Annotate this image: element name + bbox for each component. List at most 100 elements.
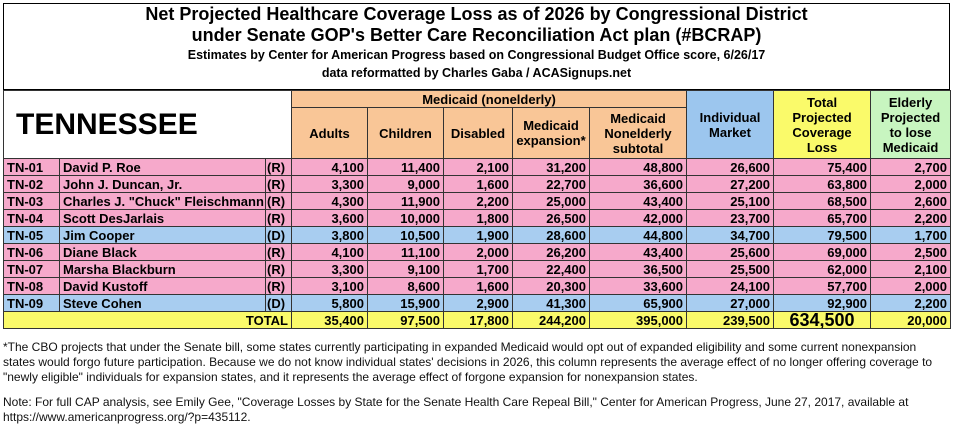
value: 43,400 — [588, 243, 688, 261]
party: (R) — [265, 260, 292, 278]
value: 2,000 — [870, 175, 952, 193]
value: 65,700 — [773, 209, 872, 227]
value: 3,800 — [291, 226, 368, 244]
coverage-table: TENNESSEE Medicaid (nonelderly) Individual… — [3, 90, 952, 329]
district: TN-02 — [3, 175, 60, 193]
value: 4,100 — [291, 158, 368, 176]
total-row: TOTAL 35,400 97,500 17,800 244,200 395,000 239… — [3, 311, 952, 329]
value: 8,600 — [367, 277, 444, 295]
column-header: Medicaid expansion* — [512, 107, 590, 159]
value: 31,200 — [512, 158, 590, 176]
party: (R) — [265, 158, 292, 176]
value: 2,000 — [870, 277, 952, 295]
value: 2,200 — [870, 294, 952, 312]
value: 9,100 — [367, 260, 444, 278]
value: 4,100 — [291, 243, 368, 261]
value: 2,200 — [870, 209, 952, 227]
value: 36,500 — [588, 260, 688, 278]
value: 41,300 — [512, 294, 590, 312]
total-value: 634,500 — [773, 311, 872, 329]
total-value: 97,500 — [367, 311, 444, 329]
representative: Charles J. "Chuck" Fleischmann — [59, 192, 266, 210]
representative: Steve Cohen — [59, 294, 266, 312]
value: 57,700 — [773, 277, 872, 295]
party: (R) — [265, 175, 292, 193]
district: TN-08 — [3, 277, 60, 295]
value: 2,000 — [443, 243, 513, 261]
total-value: 395,000 — [588, 311, 688, 329]
value: 2,700 — [870, 158, 952, 176]
party: (D) — [265, 226, 292, 244]
district: TN-07 — [3, 260, 60, 278]
representative: Scott DesJarlais — [59, 209, 266, 227]
value: 48,800 — [588, 158, 688, 176]
header-row: TENNESSEE Medicaid (nonelderly) Individual… — [3, 90, 952, 159]
district-row: TN-04 Scott DesJarlais (R) 3,600 10,000 1,800… — [3, 209, 952, 227]
title-line: Net Projected Healthcare Coverage Loss a… — [145, 4, 808, 24]
value: 2,900 — [443, 294, 513, 312]
value: 42,000 — [588, 209, 688, 227]
value: 3,300 — [291, 175, 368, 193]
value: 10,500 — [367, 226, 444, 244]
total-value: 20,000 — [870, 311, 952, 329]
group-header: Medicaid (nonelderly) — [290, 90, 688, 108]
value: 2,200 — [443, 192, 513, 210]
value: 26,600 — [686, 158, 775, 176]
value: 92,900 — [773, 294, 872, 312]
value: 2,500 — [870, 243, 952, 261]
value: 3,100 — [291, 277, 368, 295]
value: 69,000 — [773, 243, 872, 261]
value: 2,600 — [870, 192, 952, 210]
value: 28,600 — [512, 226, 590, 244]
notes: *The CBO projects that under the Senate … — [3, 340, 948, 435]
state-name: TENNESSEE — [3, 90, 292, 159]
value: 34,700 — [686, 226, 775, 244]
note: Note: For full CAP analysis, see Emily G… — [3, 395, 909, 424]
value: 1,700 — [443, 260, 513, 278]
value: 1,800 — [443, 209, 513, 227]
value: 11,900 — [367, 192, 444, 210]
column-header: Total Projected Coverage Loss — [773, 90, 872, 159]
district-row: TN-07 Marsha Blackburn (R) 3,300 9,100 1,700 2… — [3, 260, 952, 278]
value: 62,000 — [773, 260, 872, 278]
value: 27,000 — [686, 294, 775, 312]
value: 25,500 — [686, 260, 775, 278]
value: 65,900 — [588, 294, 688, 312]
value: 27,200 — [686, 175, 775, 193]
total-value: 17,800 — [443, 311, 513, 329]
value: 15,900 — [367, 294, 444, 312]
credit: data reformatted by Charles Gaba / ACASi… — [321, 66, 632, 80]
value: 43,400 — [588, 192, 688, 210]
subtitle: Estimates by Center for American Progres… — [187, 48, 766, 62]
header-row: Adults Children Disabled Medicaid expansion… — [4, 107, 951, 159]
representative: David P. Roe — [59, 158, 266, 176]
value: 1,700 — [870, 226, 952, 244]
value: 44,800 — [588, 226, 688, 244]
party: (R) — [265, 192, 292, 210]
value: 11,100 — [367, 243, 444, 261]
value: 25,600 — [686, 243, 775, 261]
value: 1,600 — [443, 175, 513, 193]
value: 24,100 — [686, 277, 775, 295]
column-header: Children — [367, 107, 444, 159]
value: 33,600 — [588, 277, 688, 295]
total-value: 35,400 — [291, 311, 368, 329]
value: 63,800 — [773, 175, 872, 193]
value: 22,700 — [512, 175, 590, 193]
representative: Diane Black — [59, 243, 266, 261]
district-row: TN-08 David Kustoff (R) 3,100 8,600 1,600 20,3… — [3, 277, 952, 295]
value: 2,100 — [443, 158, 513, 176]
district-row: TN-05 Jim Cooper (D) 3,800 10,500 1,900 28,600… — [3, 226, 952, 244]
party: (D) — [265, 294, 292, 312]
district: TN-06 — [3, 243, 60, 261]
column-header: Individual Market — [686, 90, 775, 159]
value: 10,000 — [367, 209, 444, 227]
district-row: TN-02 John J. Duncan, Jr. (R) 3,300 9,000 1,6… — [3, 175, 952, 193]
value: 75,400 — [773, 158, 872, 176]
representative: John J. Duncan, Jr. — [59, 175, 266, 193]
value: 25,000 — [512, 192, 590, 210]
district-row: TN-09 Steve Cohen (D) 5,800 15,900 2,900 41,30… — [3, 294, 952, 312]
value: 79,500 — [773, 226, 872, 244]
column-header: Disabled — [443, 107, 513, 159]
